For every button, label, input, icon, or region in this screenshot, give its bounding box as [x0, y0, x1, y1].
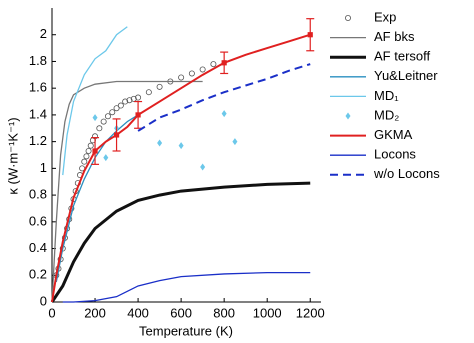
legend-label: Exp	[374, 9, 396, 24]
circle-marker	[178, 74, 185, 81]
x-tick-label: 400	[127, 305, 149, 320]
circle-marker	[85, 147, 92, 154]
circle-marker	[117, 102, 124, 109]
y-tick-label: 1.4	[29, 106, 47, 121]
error-point	[135, 112, 141, 118]
circle-marker	[100, 118, 107, 125]
legend-label: GKMA	[374, 127, 413, 142]
diamond-marker	[92, 114, 98, 122]
x-tick-label: 200	[84, 305, 106, 320]
circle-marker	[188, 70, 195, 77]
y-tick-label: 1.6	[29, 80, 47, 95]
diamond-marker	[157, 139, 163, 147]
y-tick-label: 0.8	[29, 187, 47, 202]
y-tick-label: 1.2	[29, 133, 47, 148]
diamond-marker	[178, 142, 184, 150]
series-line	[50, 181, 311, 303]
y-tick-label: 1.8	[29, 53, 47, 68]
diamond-marker	[221, 110, 227, 118]
legend-label: Locons	[374, 147, 416, 162]
legend-label: Yu&Leitner	[374, 68, 438, 83]
y-tick-label: 0	[40, 293, 47, 308]
circle-marker	[156, 83, 163, 90]
error-point	[113, 132, 120, 138]
legend-label: MD₁	[374, 88, 399, 103]
diamond-marker	[103, 154, 109, 162]
series-line	[55, 114, 139, 283]
series-line	[51, 33, 311, 303]
series-line	[51, 80, 203, 303]
circle-marker	[83, 153, 90, 160]
x-tick-label: 600	[170, 305, 192, 320]
circle-marker	[109, 109, 116, 116]
circle-marker	[344, 14, 351, 21]
y-tick-label: 1	[40, 160, 47, 175]
circle-marker	[81, 158, 88, 165]
error-point	[221, 60, 227, 66]
y-tick-label: 0.6	[29, 213, 47, 228]
circle-marker	[113, 105, 120, 112]
y-tick-label: 0.2	[29, 267, 47, 282]
y-tick-label: 0.4	[29, 240, 47, 255]
y-axis-label: κ (W·m⁻¹K⁻¹)	[5, 117, 20, 194]
circle-marker	[96, 125, 103, 132]
circle-marker	[87, 142, 94, 149]
legend-label: AF tersoff	[374, 49, 431, 64]
legend-label: MD₂	[374, 107, 399, 122]
x-tick-label: 800	[213, 305, 235, 320]
circle-marker	[122, 98, 129, 105]
y-tick-label: 2	[40, 26, 47, 41]
circle-marker	[135, 94, 142, 101]
series-line	[62, 26, 128, 176]
legend-label: AF bks	[374, 29, 415, 44]
circle-marker	[199, 66, 206, 73]
diamond-marker	[345, 112, 351, 120]
legend-label: w/o Locons	[373, 166, 440, 181]
x-tick-label: 1200	[296, 305, 325, 320]
error-point	[307, 32, 313, 38]
circle-marker	[210, 61, 217, 68]
x-tick-label: 1000	[253, 305, 282, 320]
circle-marker	[104, 113, 111, 120]
circle-marker	[126, 97, 133, 104]
circle-marker	[145, 89, 152, 96]
diamond-marker	[232, 138, 238, 146]
series-line	[62, 271, 311, 303]
x-axis-label: Temperature (K)	[139, 323, 233, 338]
circle-marker	[130, 95, 137, 102]
diamond-marker	[200, 163, 206, 171]
x-tick-label: 0	[48, 305, 55, 320]
error-point	[92, 148, 98, 154]
series-line	[137, 63, 311, 132]
